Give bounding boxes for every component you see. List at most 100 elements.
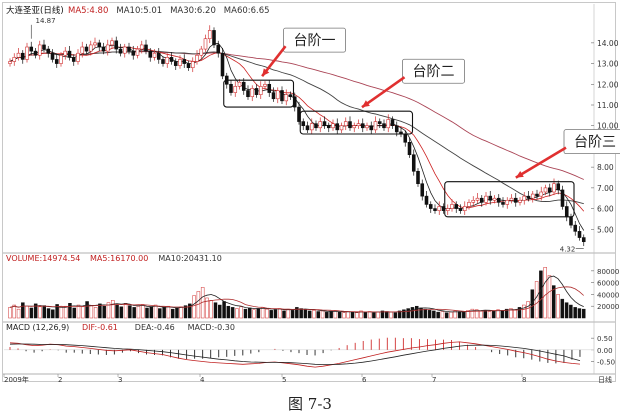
y-tick-label: 7.00: [597, 184, 614, 193]
volume-bar: [346, 311, 350, 319]
candle-body: [173, 61, 178, 66]
step-label-box-3: [563, 129, 620, 155]
candle-body: [314, 123, 318, 129]
volume-bar: [132, 307, 136, 319]
candle-body: [50, 52, 55, 60]
candle-body: [122, 46, 127, 54]
volume-bar: [363, 311, 368, 319]
volume-bar: [522, 304, 526, 319]
volume-bar: [239, 306, 243, 319]
volume-bar: [162, 307, 166, 319]
x-axis-label: 6: [362, 376, 367, 384]
candle-body: [467, 202, 471, 207]
volume-bar: [547, 275, 552, 319]
volume-bar: [85, 301, 89, 319]
ma30-line: [9, 50, 584, 205]
volume-bar: [402, 309, 406, 319]
y-tick-label: 8.00: [597, 163, 614, 172]
volume-bar: [487, 311, 492, 319]
volume-bar: [462, 311, 466, 319]
volume-bar: [8, 307, 12, 319]
volume-bar: [316, 311, 321, 319]
volume-bar: [136, 305, 141, 319]
volume-bar: [577, 308, 582, 319]
candle-body: [199, 48, 204, 56]
stock-chart: 14.0013.0012.0011.0010.009.008.007.006.0…: [3, 4, 620, 384]
candle-body: [54, 59, 59, 64]
candle-body: [263, 83, 267, 87]
volume-bar: [342, 312, 346, 319]
candle-body: [513, 197, 518, 203]
macd-tick-label: 0.50: [597, 335, 613, 343]
volume-bar: [581, 308, 586, 319]
candle-body: [348, 121, 352, 129]
volume-bar: [483, 310, 487, 319]
volume-bar: [51, 309, 55, 319]
candle-body: [437, 206, 442, 211]
volume-bar: [504, 308, 509, 319]
volume-bar: [226, 305, 231, 319]
volume-bar: [145, 307, 149, 319]
candle-body: [258, 86, 263, 95]
candle-body: [305, 125, 310, 131]
vol-tick-label: 60000: [597, 280, 619, 288]
volume-bar: [222, 301, 226, 319]
x-axis-label: 5: [282, 376, 286, 384]
candle-body: [522, 195, 527, 201]
candle-body: [101, 46, 106, 52]
volume-bar: [492, 310, 496, 319]
candle-body: [458, 208, 463, 211]
volume-bar: [513, 309, 517, 319]
candle-body: [518, 199, 522, 203]
macd-tick-label: 0.00: [597, 347, 613, 355]
volume-bar: [205, 297, 209, 319]
candle-body: [88, 44, 93, 52]
volume-bar: [551, 285, 556, 319]
volume-bar: [158, 308, 162, 319]
candle-body: [42, 44, 46, 50]
candle-body: [156, 52, 161, 60]
ma-label-2: MA30:6.20: [170, 6, 216, 16]
volume-bar: [303, 309, 308, 319]
step-arrowhead-2: [361, 100, 370, 108]
volume-bar: [337, 311, 342, 319]
y-tick-label: 10.00: [597, 122, 619, 131]
candle-body: [365, 125, 369, 129]
volume-bar: [312, 310, 316, 319]
volume-bar: [269, 310, 273, 319]
candle-body: [16, 52, 21, 58]
candle-body: [131, 50, 136, 56]
volume-bar: [93, 307, 98, 319]
volume-panel-title: VOLUME:14974.54: [6, 254, 80, 263]
step-arrowhead-3: [515, 170, 524, 178]
volume-bar: [98, 303, 102, 319]
volume-bar: [25, 305, 29, 319]
candle-body: [203, 38, 208, 50]
candle-body: [127, 46, 131, 52]
volume-bar: [81, 306, 85, 319]
candle-body: [59, 54, 63, 64]
candle-body: [76, 52, 80, 62]
candle-body: [254, 88, 259, 95]
volume-bar: [72, 307, 76, 319]
volume-bar: [500, 310, 505, 319]
candle-body: [318, 121, 323, 129]
volume-bar: [248, 307, 252, 319]
ma-label-0: MA5:4.80: [68, 6, 108, 16]
candle-body: [552, 183, 556, 193]
volume-bar: [235, 308, 239, 319]
candle-body: [373, 121, 378, 131]
candle-body: [25, 46, 29, 60]
volume-bar: [209, 300, 213, 319]
volume-bar: [440, 311, 445, 319]
volume-bar: [68, 303, 72, 319]
volume-bar: [277, 308, 282, 319]
low-price-label: 4.32: [560, 245, 576, 253]
candle-body: [229, 83, 233, 93]
volume-bar: [380, 310, 385, 319]
volume-bar: [539, 270, 543, 319]
candle-body: [577, 231, 582, 238]
x-axis-label: 8: [522, 376, 526, 384]
volume-bar: [436, 311, 440, 319]
candle-body: [105, 44, 110, 52]
